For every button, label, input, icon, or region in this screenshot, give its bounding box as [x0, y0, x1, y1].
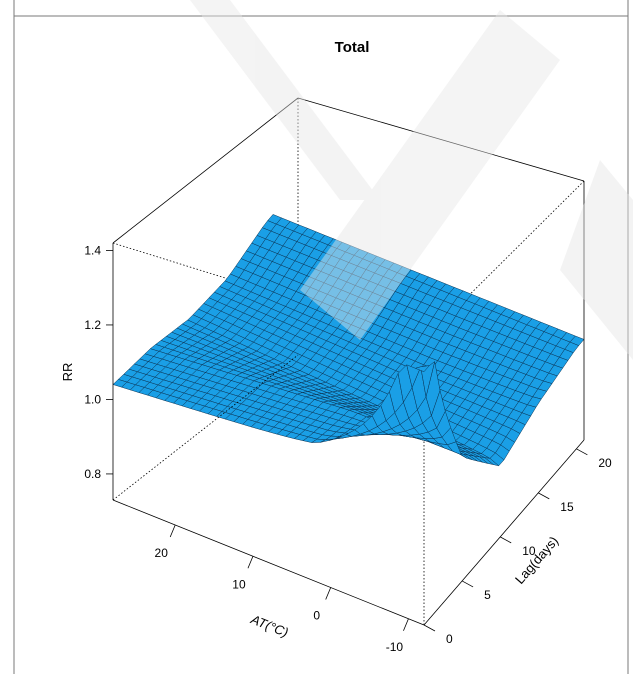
y-tick-label: 0	[446, 632, 453, 646]
z-tick-label: 1.2	[84, 318, 101, 332]
x-tick	[403, 618, 409, 631]
box-front-edges	[112, 181, 585, 626]
x-tick	[325, 587, 332, 600]
x-tick-label: -10	[386, 640, 404, 654]
box-back-edges	[112, 97, 585, 253]
y-tick-label: 10	[522, 544, 536, 558]
y-tick-label: 15	[560, 500, 574, 514]
y-tick-label: 5	[484, 588, 491, 602]
x-axis-line	[112, 499, 425, 626]
surface-facet	[414, 365, 430, 372]
y-axis-line	[423, 439, 585, 626]
y-tick	[423, 624, 436, 632]
z-tick-label: 0.8	[84, 467, 101, 481]
box-edge	[297, 97, 585, 182]
y-tick	[499, 536, 512, 544]
box-edge-hidden	[112, 354, 299, 501]
x-tick-label: 0	[313, 609, 320, 623]
x-tick	[247, 556, 254, 569]
chart-title: Total	[335, 39, 370, 56]
x-tick	[169, 524, 176, 538]
x-tick-label: 20	[155, 546, 169, 560]
y-tick	[538, 492, 550, 500]
y-tick	[461, 580, 474, 588]
watermark	[190, 0, 633, 360]
x-tick-label: 10	[232, 577, 246, 591]
box-edge-hidden	[423, 180, 585, 341]
box-top-dotted-edges	[112, 180, 585, 625]
box-edge	[112, 97, 299, 244]
axis-ticks: 0.8 1.0 1.2 1.4 20 10 0 -10 0 5 10 15 20	[84, 243, 612, 653]
y-tick-label: 20	[598, 456, 612, 470]
y-tick	[576, 448, 588, 456]
z-tick-label: 1.4	[84, 243, 101, 257]
surface-mesh	[112, 214, 585, 467]
z-tick-label: 1.0	[84, 392, 101, 406]
figure-frame	[13, 0, 629, 674]
z-axis-title: RR	[60, 363, 75, 382]
